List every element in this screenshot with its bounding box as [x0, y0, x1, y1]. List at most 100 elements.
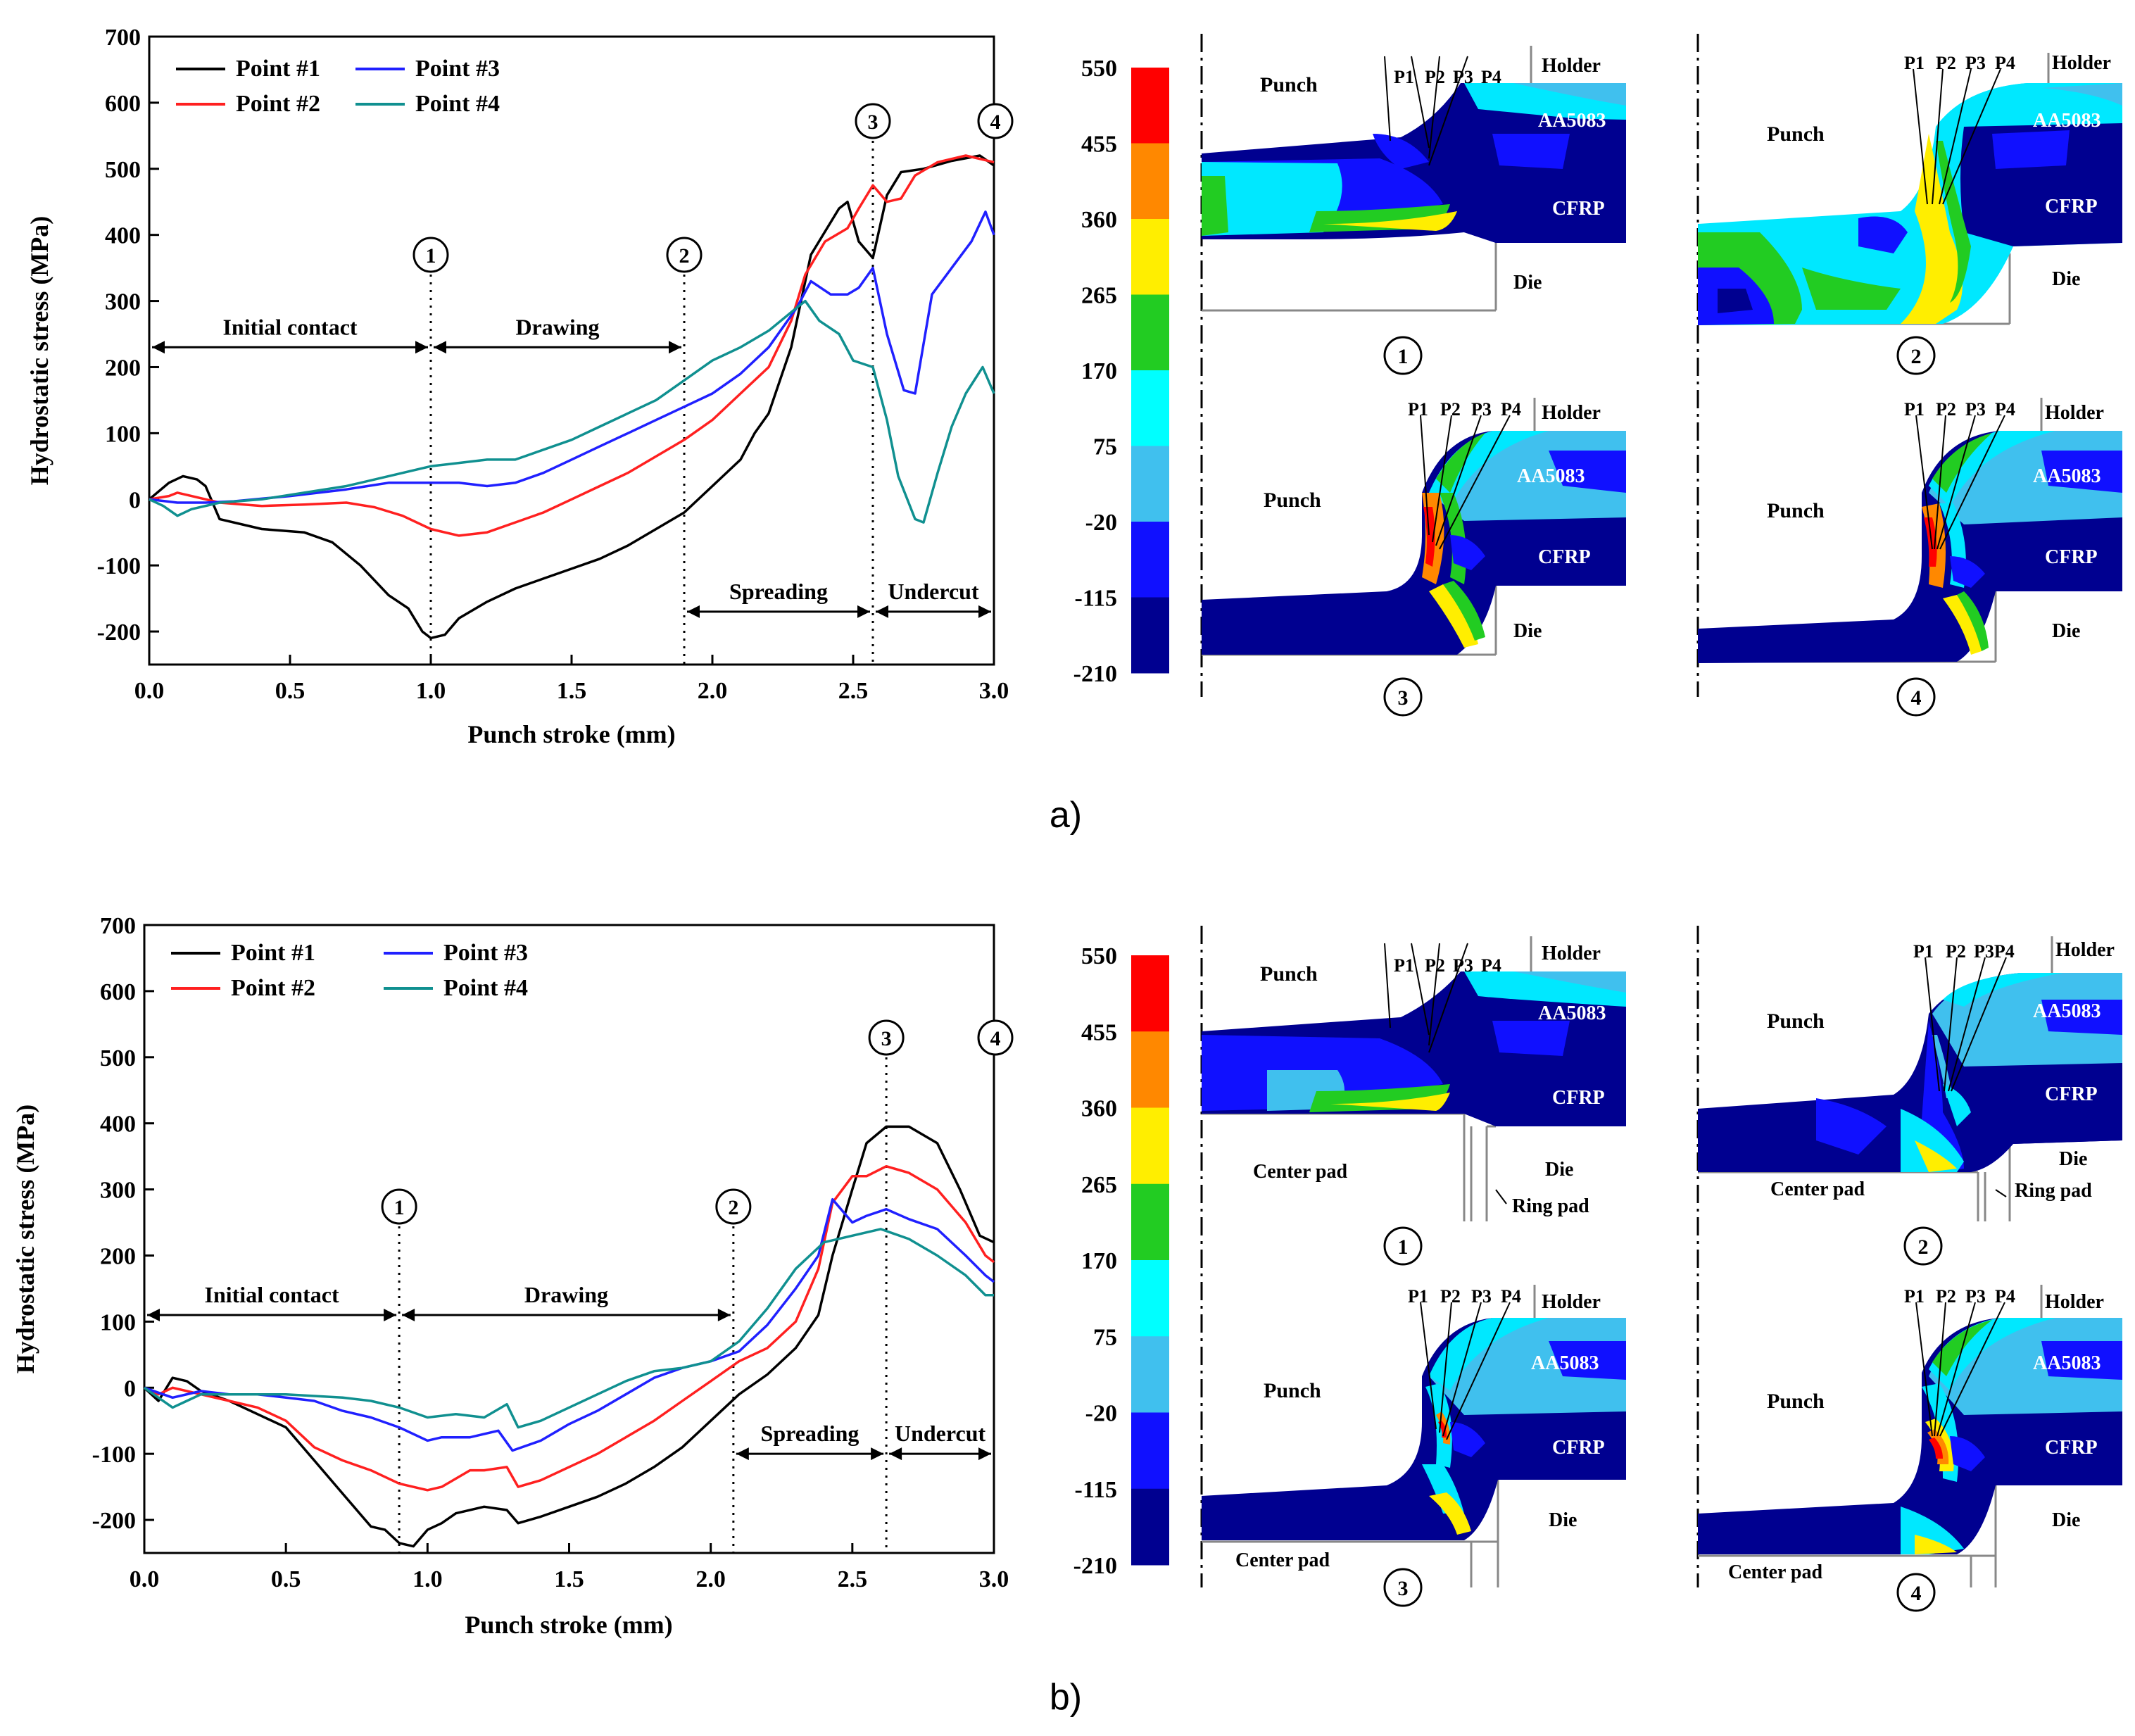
fe-a2-p4-label: P4 [1995, 53, 2015, 73]
colorbar-label: -115 [1075, 1477, 1117, 1503]
legend-label: Point #3 [415, 56, 500, 82]
fe-b4-p2-label: P2 [1936, 1286, 1956, 1307]
y-tick-label: 300 [100, 1178, 136, 1204]
fe-b3-p3-label: P3 [1471, 1286, 1492, 1307]
fe-b2-cfrp-label: CFRP [2045, 1083, 2098, 1105]
fe-b2-center-pad-label: Center pad [1770, 1178, 1865, 1200]
fe-a3-holder-label: Holder [1542, 402, 1601, 424]
series-line-point-3 [149, 210, 995, 504]
chart-b-series [143, 1125, 995, 1548]
colorbar-band [1131, 446, 1169, 522]
phase-label: Initial contact [205, 1282, 339, 1307]
x-tick-label: 0.0 [134, 678, 165, 704]
stage-marker [977, 1019, 1014, 1056]
chart-a-ylabel: Hydrostatic stress (MPa) [25, 216, 53, 486]
colorbar-label: 360 [1081, 1096, 1117, 1122]
fe-snapshot-a3: Punch Holder P1 P2 P3 P4 AA5083 CFRP Die… [1202, 398, 1626, 717]
fe-b3-holder-label: Holder [1542, 1291, 1601, 1313]
legend-label: Point #1 [231, 940, 315, 966]
fe-b1-p4-label: P4 [1481, 955, 1501, 976]
phase-arrowhead [876, 605, 888, 618]
fe-b1-punch-label: Punch [1260, 962, 1318, 986]
series-line-point-1 [148, 154, 995, 640]
stage-marker [868, 1019, 905, 1056]
x-tick-label: 3.0 [979, 678, 1009, 704]
fe-a4-p2-label: P2 [1936, 399, 1956, 420]
colorbar-band [1131, 1336, 1169, 1413]
fe-a4-die-label: Die [2052, 620, 2080, 642]
fe-a1-p1-label: P1 [1394, 67, 1414, 87]
fe-b4-center-pad-label: Center pad [1728, 1561, 1822, 1583]
legend-label: Point #4 [415, 91, 500, 117]
fe-a2-p1-label: P1 [1904, 53, 1925, 73]
fe-a2-punch-label: Punch [1767, 122, 1825, 146]
colorbar-label: 550 [1081, 943, 1117, 969]
fe-snapshot-b3: Punch Holder P1 P2 P3 P4 AA5083 CFRP Die… [1202, 1285, 1626, 1607]
colorbar-band [1131, 68, 1169, 144]
y-tick-label: 600 [100, 979, 136, 1005]
fe-a3-stage-label: 3 [1398, 686, 1409, 710]
phase-label: Undercut [895, 1421, 986, 1446]
fe-snapshot-a4: Punch Holder P1 P2 P3 P4 AA5083 CFRP Die… [1698, 398, 2122, 717]
stage-marker-label: 2 [728, 1196, 738, 1219]
fe-b3-cfrp-label: CFRP [1552, 1437, 1605, 1459]
colorbar-band [1131, 1260, 1169, 1337]
colorbar-band [1131, 522, 1169, 598]
chart-b-phase-annotations: Initial contact Drawing Spreading Undercut [147, 1282, 991, 1461]
phase-arrowhead [978, 605, 991, 618]
x-tick-label: 2.0 [695, 1566, 726, 1592]
x-tick-label: 2.0 [698, 678, 728, 704]
phase-arrowhead [434, 341, 446, 354]
fe-b2-sheet-label: AA5083 [2033, 1000, 2101, 1022]
series-line-point-2 [144, 1164, 995, 1492]
fe-b3-center-pad-label: Center pad [1235, 1549, 1330, 1571]
y-tick-label: 700 [105, 25, 141, 51]
x-tick-label: 2.5 [838, 1566, 868, 1592]
fe-a4-p4-label: P4 [1995, 399, 2015, 420]
colorbar-band [1131, 370, 1169, 446]
y-tick-label: 300 [105, 289, 141, 315]
fe-b2-p1-label: P1 [1913, 941, 1934, 962]
phase-arrowhead [402, 1308, 415, 1321]
y-tick-label: 200 [100, 1243, 136, 1269]
y-tick-label: 100 [105, 421, 141, 447]
fe-a2-sheet-label: AA5083 [2033, 110, 2101, 132]
series-line-point-2 [149, 154, 995, 537]
fe-a1-die-label: Die [1513, 272, 1542, 294]
y-tick-label: 600 [105, 91, 141, 117]
y-tick-label: 700 [100, 913, 136, 939]
fe-a4-p1-label: P1 [1904, 399, 1925, 420]
phase-label: Spreading [729, 579, 828, 604]
fe-b1-p3-label: P3 [1453, 955, 1473, 976]
phase-label: Undercut [888, 579, 979, 604]
colorbar-label: 265 [1081, 1172, 1117, 1198]
legend-label: Point #4 [443, 975, 528, 1001]
fe-b4-die-label: Die [2052, 1509, 2080, 1531]
fe-b1-holder-label: Holder [1542, 943, 1601, 964]
chart-b-frame [143, 924, 995, 1554]
colorbar-a: 550 455 360 265 170 75 -20 -115 -210 [1073, 56, 1169, 687]
y-tick-label: -200 [97, 619, 141, 646]
y-tick-label: -200 [92, 1508, 136, 1534]
colorbar-label: 170 [1081, 358, 1117, 384]
fe-b2-p2-label: P2 [1946, 941, 1966, 962]
phase-label: Spreading [761, 1421, 859, 1446]
legend-label: Point #1 [236, 56, 320, 82]
y-tick-label: -100 [92, 1442, 136, 1468]
stage-marker-label: 2 [679, 244, 690, 268]
chart-a-legend: Point #1 Point #2 Point #3 Point #4 [176, 56, 500, 117]
fe-b2-die-label: Die [2059, 1148, 2087, 1170]
fe-a1-sheet-label: AA5083 [1538, 110, 1606, 132]
phase-arrowhead [415, 341, 428, 354]
fe-b1-p2-label: P2 [1425, 955, 1445, 976]
y-tick-label: 400 [100, 1112, 136, 1138]
legend-label: Point #2 [236, 91, 320, 117]
fe-a3-cfrp-label: CFRP [1538, 546, 1591, 568]
colorbar-band [1131, 143, 1169, 220]
fe-a1-p3-label: P3 [1453, 67, 1473, 87]
fe-a4-stage-label: 4 [1911, 686, 1922, 710]
stage-marker [977, 103, 1014, 139]
fe-b4-p3-label: P3 [1965, 1286, 1986, 1307]
phase-label: Drawing [524, 1282, 608, 1307]
